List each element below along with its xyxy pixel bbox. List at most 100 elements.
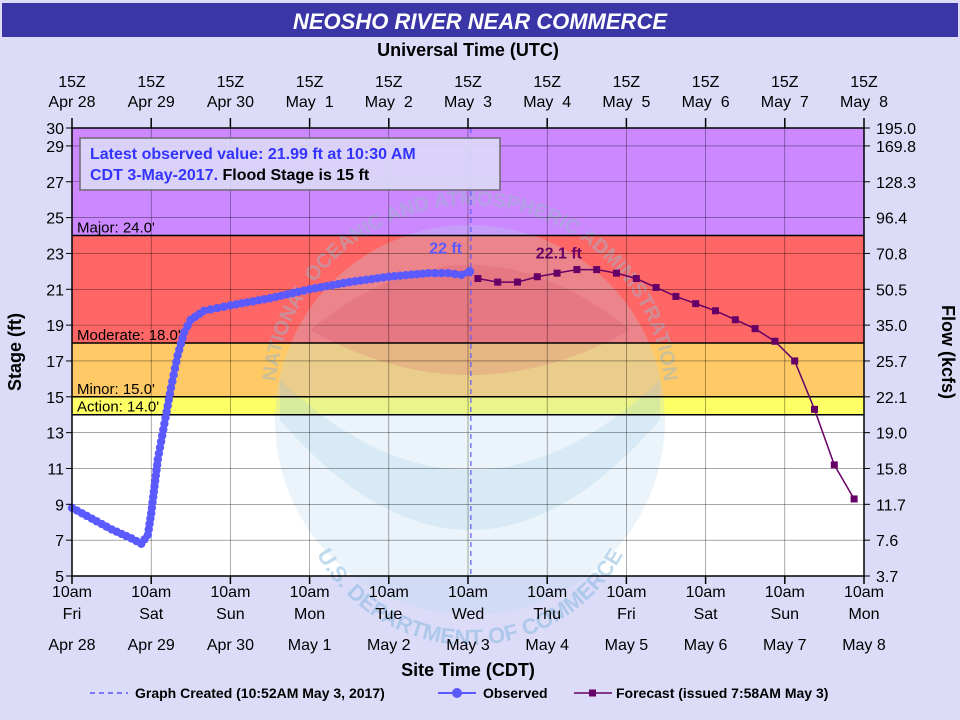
flow-axis-ticks: 3.7 7.6 11.7 15.8 19.0 22.1 25.7 35.0 50.5 70.8 96… (864, 121, 916, 586)
top-tick-label-2-10: May 8 (840, 94, 888, 111)
flow-tick-label-21: 50.5 (876, 282, 907, 299)
top-tick-label-2-2: Apr 30 (207, 94, 254, 111)
top-tick-label-1-2: 15Z (217, 74, 245, 91)
bottom-tick-label-3-5: May 3 (446, 637, 490, 654)
observed-point (168, 377, 177, 386)
stage-tick-label-17: 17 (46, 354, 64, 371)
observed-point-latest (465, 267, 475, 277)
bottom-tick-label-3-9: May 7 (763, 637, 807, 654)
stage-tick-label-13: 13 (46, 426, 64, 443)
observed-point (213, 303, 222, 313)
observed-point (183, 321, 192, 331)
stage-tick-label-29: 29 (46, 139, 64, 156)
flow-tick-label-11: 15.8 (876, 461, 907, 478)
bottom-tick-label-3-10: May 8 (842, 637, 886, 654)
top-tick-label-2-1: Apr 29 (128, 94, 175, 111)
bottom-axis-ticks: 10am Fri Apr 28 10am Sat Apr 29 10am Sun Apr 30 1… (48, 576, 886, 654)
bottom-tick-label-1-7: 10am (606, 584, 646, 601)
legend-forecast-label: Forecast (issued 7:58AM May 3) (616, 685, 828, 701)
legend-observed-label: Observed (483, 685, 548, 701)
bottom-tick-label-2-3: Mon (294, 606, 325, 623)
top-axis-ticks: 15Z Apr 28 15Z Apr 29 15Z Apr 30 15Z May 1 15Z Ma… (48, 74, 888, 128)
bottom-tick-label-2-4: Tue (375, 606, 402, 623)
series-layer: 22 ft 22.1 ft (67, 241, 858, 548)
bottom-tick-label-2-7: Fri (617, 606, 636, 623)
forecast-peak-label: 22.1 ft (536, 246, 583, 263)
forecast-point (692, 300, 700, 308)
flow-tick-label-29: 169.8 (876, 139, 916, 156)
flow-axis-title: Flow (kcfs) (938, 305, 958, 399)
top-tick-label-1-3: 15Z (296, 74, 324, 91)
forecast-point (771, 337, 779, 345)
bottom-tick-label-2-1: Sat (139, 606, 164, 623)
forecast-point (811, 405, 818, 413)
forecast-point (613, 269, 620, 277)
top-tick-label-1-6: 15Z (533, 74, 561, 91)
top-tick-label-1-5: 15Z (454, 74, 482, 91)
observed-point (170, 364, 180, 373)
stage-tick-label-19: 19 (46, 318, 64, 335)
stage-tick-label-11: 11 (47, 461, 64, 478)
band-label-major: Major: 24.0' (77, 220, 155, 237)
forecast-point (632, 275, 640, 283)
top-tick-label-2-8: May 6 (682, 94, 730, 111)
observed-point (172, 357, 181, 367)
top-tick-label-2-5: May 3 (444, 94, 492, 111)
info-line-2-date: CDT 3-May-2017. (90, 167, 218, 184)
bottom-tick-label-1-5: 10am (448, 584, 488, 601)
flow-tick-label-23: 70.8 (876, 246, 907, 263)
stage-tick-label-27: 27 (46, 175, 64, 192)
plot-area: NATIONAL OCEANIC AND ATMOSPHERIC ADMINIS… (67, 127, 865, 650)
bottom-tick-label-1-6: 10am (527, 584, 567, 601)
bottom-tick-label-1-2: 10am (210, 584, 250, 601)
bottom-tick-label-2-8: Sat (694, 606, 719, 623)
svg-text:CDT 3-May-2017. Flood Stage is: CDT 3-May-2017. Flood Stage is 15 ft (90, 167, 370, 184)
bottom-tick-label-2-0: Fri (63, 606, 82, 623)
bottom-tick-label-3-0: Apr 28 (48, 637, 95, 654)
bottom-tick-label-2-2: Sun (216, 606, 244, 623)
top-tick-label-1-0: 15Z (58, 74, 86, 91)
forecast-point (751, 325, 759, 333)
observed-point (166, 383, 176, 393)
bottom-tick-label-3-2: Apr 30 (207, 637, 254, 654)
flow-tick-label-7: 7.6 (876, 533, 898, 550)
top-tick-label-1-8: 15Z (692, 74, 720, 91)
stage-tick-label-21: 21 (46, 282, 64, 299)
flood-category-lines (72, 234, 864, 416)
forecast-point (850, 495, 858, 503)
bottom-tick-label-1-0: 10am (52, 584, 92, 601)
bottom-tick-label-2-5: Wed (452, 606, 485, 623)
observed-point (450, 269, 459, 279)
bottom-tick-label-1-3: 10am (290, 584, 330, 601)
observed-point (437, 268, 446, 278)
bottom-tick-label-3-7: May 5 (605, 637, 649, 654)
stage-tick-label-7: 7 (55, 533, 64, 550)
observed-point (199, 306, 209, 315)
band-label-action: Action: 14.0' (77, 399, 159, 416)
bottom-tick-label-3-6: May 4 (525, 637, 569, 654)
forecast-point (593, 266, 601, 274)
bottom-tick-label-1-4: 10am (369, 584, 409, 601)
bottom-tick-label-1-8: 10am (686, 584, 726, 601)
stage-tick-label-9: 9 (55, 497, 64, 514)
forecast-point (712, 307, 719, 315)
top-tick-label-1-4: 15Z (375, 74, 403, 91)
observed-point (219, 302, 228, 311)
legend: Graph Created (10:52AM May 3, 2017) Obse… (90, 685, 828, 701)
stage-tick-label-25: 25 (46, 211, 64, 228)
observed-point (430, 268, 440, 278)
observed-point (206, 305, 215, 314)
band-label-moderate: Moderate: 18.0' (77, 327, 181, 344)
top-tick-label-1-1: 15Z (137, 74, 165, 91)
bottom-tick-label-2-6: Thu (533, 606, 561, 623)
flood-category-labels: Action: 14.0'Minor: 15.0' Moderate: 18.0'… (77, 220, 181, 416)
stage-axis-title: Stage (ft) (5, 313, 25, 391)
stage-tick-label-23: 23 (46, 246, 64, 263)
flow-tick-label-27: 128.3 (876, 175, 916, 192)
flow-tick-label-15: 22.1 (876, 390, 907, 407)
title-bar (2, 3, 958, 37)
chart-title: NEOSHO RIVER NEAR COMMERCE (293, 9, 668, 34)
bottom-tick-label-3-8: May 6 (684, 637, 728, 654)
